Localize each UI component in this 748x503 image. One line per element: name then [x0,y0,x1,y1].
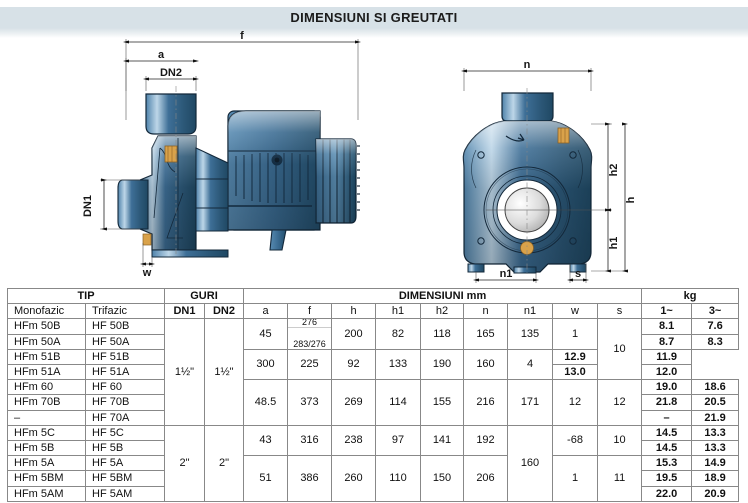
svg-text:n1: n1 [500,268,513,280]
svg-text:h2: h2 [608,164,620,177]
svg-text:w: w [142,267,152,279]
svg-text:s: s [575,268,581,280]
svg-text:DN1: DN1 [82,195,94,217]
svg-text:h: h [625,196,637,203]
svg-text:DN2: DN2 [160,67,182,79]
svg-text:n: n [524,59,531,71]
svg-text:h1: h1 [608,237,620,250]
svg-text:a: a [158,49,165,61]
svg-text:f: f [240,30,244,42]
